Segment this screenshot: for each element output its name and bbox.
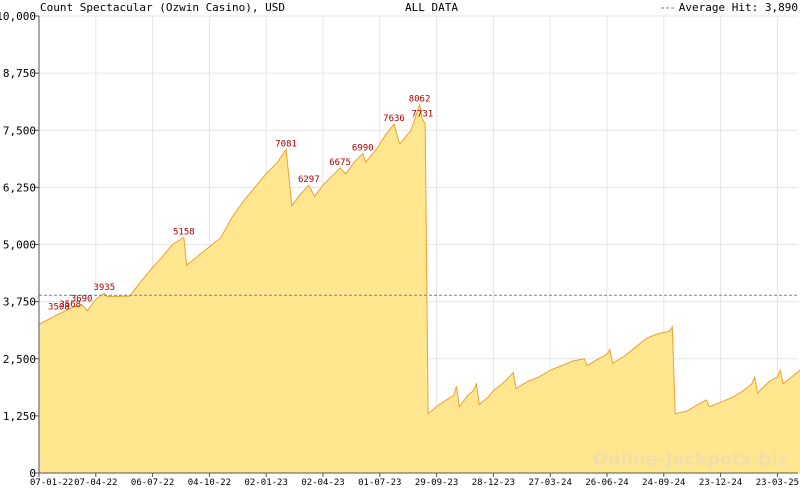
chart-title: Count Spectacular (Ozwin Casino), USD xyxy=(40,1,286,14)
y-tick-label: 10,000 xyxy=(0,10,36,23)
x-tick-label: 26-06-24 xyxy=(585,478,628,488)
peak-label: 3690 xyxy=(71,294,93,304)
jackpot-area xyxy=(39,104,800,473)
y-tick-label: 3,750 xyxy=(3,296,36,309)
chart-range-label: ALL DATA xyxy=(405,1,458,14)
x-tick-label: 28-12-23 xyxy=(472,478,515,488)
x-tick-label: 07-04-22 xyxy=(74,478,117,488)
x-tick-label: 04-10-22 xyxy=(188,478,231,488)
average-legend: Average Hit: 3,890 xyxy=(660,1,798,14)
peak-label: 3508 xyxy=(48,303,70,313)
peak-label: 7636 xyxy=(383,114,405,124)
x-tick-label: 23-12-24 xyxy=(699,478,742,488)
jackpot-line xyxy=(38,102,800,415)
average-legend-swatch xyxy=(660,7,675,8)
x-tick-label: 24-09-24 xyxy=(642,478,685,488)
x-tick-label: 29-09-23 xyxy=(415,478,458,488)
peak-label: 7081 xyxy=(275,139,297,149)
average-legend-label: Average Hit: 3,890 xyxy=(678,1,798,14)
x-tick-label: 06-07-22 xyxy=(131,478,174,488)
y-tick-label: 8,750 xyxy=(3,67,36,80)
x-tick-label: 23-03-25 xyxy=(756,478,799,488)
x-tick-label: 02-04-23 xyxy=(301,478,344,488)
y-tick-label: 2,500 xyxy=(3,353,36,366)
peak-label: 6990 xyxy=(352,144,374,154)
peak-label: 3568 xyxy=(59,300,81,310)
peak-label: 7731 xyxy=(412,110,434,120)
watermark: Online-Jackpots.biz xyxy=(593,449,788,470)
x-tick-label: 27-03-24 xyxy=(529,478,572,488)
peak-label: 5158 xyxy=(173,227,195,237)
y-tick-label: 0 xyxy=(29,467,36,480)
peak-label: 6675 xyxy=(329,158,351,168)
x-tick-label: 02-01-23 xyxy=(245,478,288,488)
y-tick-label: 7,500 xyxy=(3,124,36,137)
peak-label: 6297 xyxy=(298,175,320,185)
peak-label: 8062 xyxy=(409,95,431,105)
x-tick-label: 07-01-22 xyxy=(30,478,73,488)
y-axis-ticks: 0 1,250 2,500 3,750 5,000 6,250 7,500 8,750 10,0… xyxy=(0,10,39,480)
x-axis-ticks: 07-01-22 07-04-22 06-07-22 04-10-22 02-01-23… xyxy=(30,473,799,488)
y-tick-label: 6,250 xyxy=(3,181,36,194)
y-tick-label: 1,250 xyxy=(3,410,36,423)
y-tick-label: 5,000 xyxy=(3,239,36,252)
peak-label: 3935 xyxy=(93,283,115,293)
x-tick-label: 01-07-23 xyxy=(358,478,401,488)
